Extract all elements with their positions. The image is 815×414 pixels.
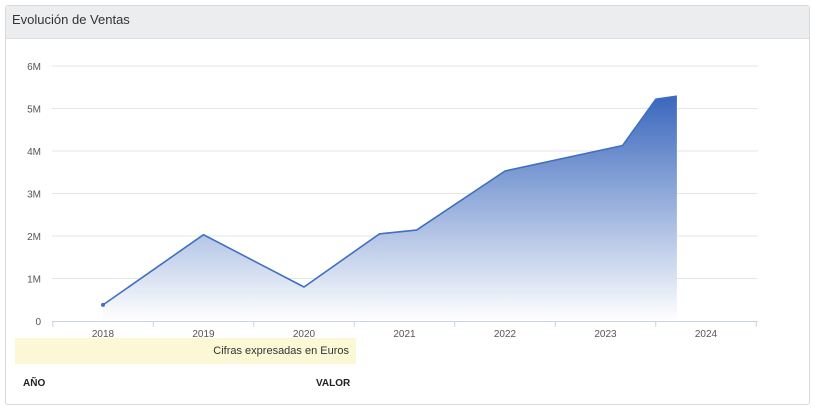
y-tick-label: 6M [27,62,41,73]
sales-area-fill [103,96,677,321]
y-tick-label: 5M [27,105,41,116]
y-tick-label: 0 [35,317,41,328]
y-tick-label: 4M [27,147,41,158]
column-header-value: VALOR [316,378,351,389]
x-tick-label: 2024 [695,329,718,340]
x-tick-label: 2022 [494,329,517,340]
y-tick-label: 1M [27,275,41,286]
panel-title: Evolución de Ventas [12,12,130,27]
data-point-2018[interactable] [101,302,105,307]
x-tick-label: 2019 [192,329,215,340]
panel-header [6,6,809,39]
y-tick-label: 2M [27,232,41,243]
x-tick-label: 2020 [293,329,316,340]
y-tick-label: 3M [27,190,41,201]
x-tick-label: 2018 [92,329,115,340]
sales-line [102,95,678,306]
column-header-year: AÑO [23,378,46,389]
x-tick-label: 2023 [594,329,617,340]
currency-note: Cifras expresadas en Euros [15,338,356,364]
x-tick-label: 2021 [393,329,416,340]
